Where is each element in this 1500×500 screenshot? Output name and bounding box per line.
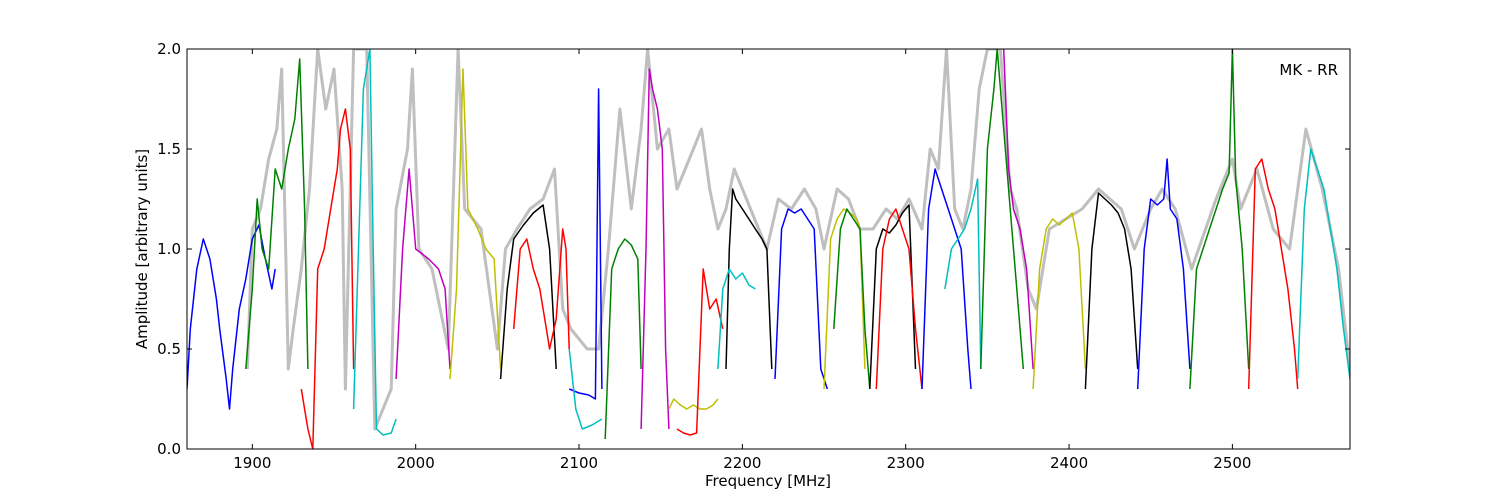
series-line-31 bbox=[1296, 148, 1350, 380]
plot-frame bbox=[186, 48, 1351, 450]
series-line-13 bbox=[668, 398, 719, 410]
series-line-14 bbox=[676, 268, 724, 436]
series-line-21 bbox=[875, 208, 923, 390]
series-line-20 bbox=[869, 204, 917, 390]
series-line-28 bbox=[1136, 158, 1191, 390]
series-line-5 bbox=[395, 168, 451, 380]
series-line-17 bbox=[774, 208, 829, 390]
y-tick-label: 1.0 bbox=[157, 240, 181, 258]
y-tick-label: 0.5 bbox=[157, 340, 181, 358]
x-axis-ticks: 1900 2000 2100 2200 2300 2400 2500 bbox=[233, 49, 1251, 472]
series-layer bbox=[187, 49, 1350, 449]
series-line-24 bbox=[980, 49, 1025, 370]
series-line-7 bbox=[499, 204, 557, 380]
series-line-25 bbox=[1002, 49, 1034, 370]
x-tick-label: 2500 bbox=[1213, 454, 1251, 472]
series-line-18 bbox=[823, 208, 866, 390]
series-line-8 bbox=[512, 228, 570, 350]
series-line-1 bbox=[187, 224, 276, 410]
series-line-29 bbox=[1189, 49, 1250, 390]
x-tick-label: 2100 bbox=[560, 454, 598, 472]
y-tick-label: 0.0 bbox=[157, 440, 181, 458]
y-axis-ticks: 0.0 0.5 1.0 1.5 2.0 bbox=[157, 40, 1350, 458]
chart-annotation: MK - RR bbox=[1279, 61, 1338, 79]
x-tick-label: 2400 bbox=[1050, 454, 1088, 472]
series-line-3 bbox=[300, 108, 355, 449]
x-tick-label: 1900 bbox=[233, 454, 271, 472]
background-series-layer bbox=[245, 49, 1350, 431]
series-line-16 bbox=[717, 268, 756, 370]
series-line-30 bbox=[1247, 158, 1299, 390]
series-line-6 bbox=[449, 68, 502, 380]
series-line-23 bbox=[944, 178, 982, 370]
series-line-11 bbox=[604, 238, 642, 440]
series-line-4 bbox=[352, 49, 397, 436]
y-tick-label: 2.0 bbox=[157, 40, 181, 58]
x-tick-label: 2000 bbox=[397, 454, 435, 472]
series-line-26 bbox=[1032, 212, 1087, 390]
series-line-10 bbox=[568, 348, 603, 430]
series-line-15 bbox=[725, 188, 773, 370]
y-axis-label: Amplitude [arbitrary units] bbox=[133, 149, 151, 349]
series-line-9 bbox=[568, 88, 603, 400]
x-axis-label: Frequency [MHz] bbox=[705, 472, 831, 490]
series-line-2 bbox=[245, 58, 309, 370]
y-tick-label: 1.5 bbox=[157, 140, 181, 158]
series-line-12 bbox=[640, 68, 670, 430]
background-series-line bbox=[245, 49, 1350, 431]
series-line-22 bbox=[921, 168, 972, 390]
x-tick-label: 2200 bbox=[723, 454, 761, 472]
series-line-27 bbox=[1084, 192, 1139, 390]
series-line-19 bbox=[833, 208, 871, 390]
x-tick-label: 2300 bbox=[887, 454, 925, 472]
